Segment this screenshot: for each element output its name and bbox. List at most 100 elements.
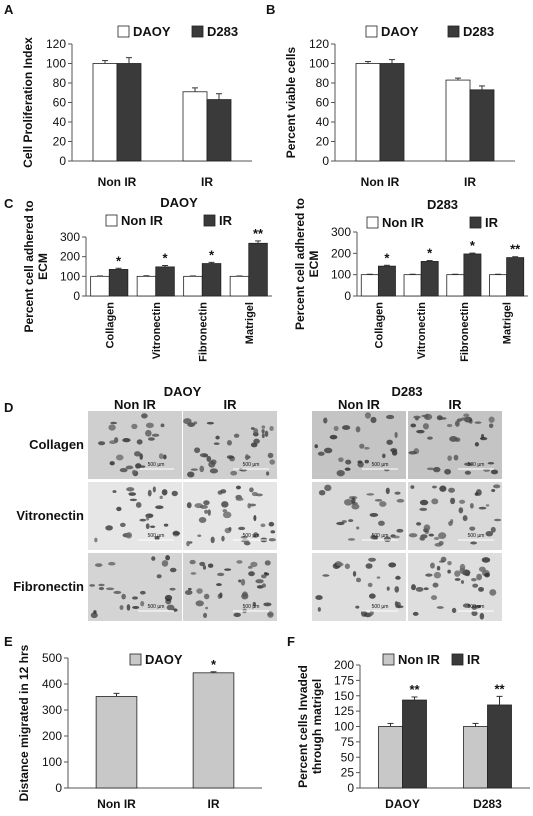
- cell-blob: [197, 534, 202, 537]
- y-tick-label: 400: [42, 677, 62, 691]
- scale-bar-label: 500 µm: [372, 462, 389, 468]
- cell-blob: [493, 484, 501, 489]
- cell-blob: [386, 414, 395, 420]
- significance-mark: **: [510, 242, 521, 257]
- cell-blob: [475, 605, 482, 608]
- cell-blob: [122, 437, 131, 443]
- cell-blob: [419, 507, 428, 512]
- cell-blob: [411, 584, 416, 591]
- cell-blob: [470, 541, 477, 545]
- cell-blob: [110, 421, 118, 425]
- micrograph-column-label: Non IR: [114, 397, 156, 412]
- cell-blob: [253, 514, 257, 522]
- cell-blob: [132, 605, 140, 609]
- cell-blob: [323, 447, 333, 454]
- y-tick-label: 175: [334, 673, 354, 687]
- cell-blob: [459, 563, 466, 571]
- cell-blob: [344, 467, 351, 471]
- legend-swatch: [451, 653, 464, 666]
- cell-blob: [390, 448, 398, 453]
- cell-blob: [105, 525, 113, 531]
- cell-blob: [458, 507, 464, 514]
- cell-blob: [471, 610, 478, 616]
- cell-blob: [199, 453, 209, 458]
- cell-blob: [242, 591, 248, 597]
- bar-ir: [201, 263, 222, 297]
- micrograph-group-d283: D283 Non IR IR 500 µm 500 µm 500 µm 500 µm 500 …: [312, 384, 502, 621]
- cell-blob: [116, 506, 122, 512]
- cell-blob: [427, 436, 433, 440]
- cell-blob: [324, 484, 332, 492]
- cell-blob: [355, 605, 360, 609]
- cell-blob: [131, 469, 137, 475]
- cell-blob: [359, 443, 365, 449]
- cell-blob: [355, 577, 362, 583]
- cell-blob: [329, 434, 338, 440]
- category-label: Non IR: [98, 175, 137, 189]
- panel-letter-b: B: [266, 2, 275, 17]
- micrograph-panel-d: DAOY Non IR IR 500 µm 500 µm 500 µm 500 µm 500 …: [13, 384, 502, 621]
- cell-blob: [317, 451, 325, 456]
- cell-blob: [451, 607, 457, 613]
- cell-blob: [169, 587, 176, 591]
- bar-non-ir: [446, 274, 465, 297]
- y-axis-label-line: ECM: [307, 251, 321, 278]
- cell-blob: [347, 538, 356, 541]
- cell-blob: [207, 509, 211, 516]
- legend-label: IR: [219, 213, 233, 228]
- cell-blob: [233, 612, 241, 617]
- micrograph-image: 500 µm: [312, 553, 406, 621]
- cell-blob: [171, 490, 178, 497]
- cell-blob: [172, 531, 181, 536]
- legend-label: DAOY: [145, 652, 183, 667]
- legend-swatch: [382, 653, 395, 666]
- y-axis-label-line: Percent cells Invaded: [296, 665, 310, 788]
- bar-non-ir: [229, 275, 250, 297]
- cell-blob: [485, 530, 494, 537]
- bar-ir: [402, 699, 427, 789]
- significance-mark: *: [427, 246, 433, 261]
- y-axis-label-line: Percent cell adhered to: [22, 200, 36, 332]
- significance-mark: *: [163, 251, 169, 266]
- cell-blob: [462, 603, 471, 608]
- cell-blob: [454, 578, 461, 581]
- y-tick-label: 75: [341, 735, 355, 749]
- cell-blob: [395, 605, 404, 609]
- cell-blob: [244, 454, 250, 461]
- cell-blob: [164, 594, 173, 602]
- cell-blob: [169, 567, 177, 573]
- bar-non-ir: [360, 274, 379, 297]
- cell-blob: [221, 535, 225, 542]
- bar-non-ir: [183, 275, 203, 297]
- y-tick-label: 100: [60, 269, 80, 283]
- cell-blob: [366, 493, 375, 496]
- cell-blob: [370, 416, 377, 424]
- cell-blob: [240, 538, 250, 543]
- panel-letter-a: A: [4, 2, 14, 17]
- bar-ir: [463, 253, 482, 297]
- legend-swatch: [105, 214, 118, 227]
- cell-blob: [434, 542, 443, 547]
- cell-blob: [266, 471, 270, 476]
- chart-c1: DAOY 0 100 200 300 Percent cell adhered to ECM…: [22, 195, 272, 362]
- y-axis-label-line: through matrigel: [310, 679, 324, 774]
- cell-blob: [264, 430, 269, 437]
- cell-blob: [267, 452, 274, 459]
- y-tick-label: 20: [53, 135, 67, 149]
- y-tick-label: 200: [42, 729, 62, 743]
- cell-blob: [448, 487, 455, 493]
- cell-blob: [256, 585, 264, 589]
- cell-blob: [252, 532, 259, 538]
- cell-blob: [233, 433, 240, 438]
- cell-blob: [93, 610, 97, 614]
- cell-blob: [450, 497, 456, 505]
- cell-blob: [208, 461, 216, 468]
- y-tick-label: 0: [55, 781, 62, 795]
- cell-blob: [139, 518, 147, 522]
- cell-blob: [364, 412, 371, 419]
- cell-blob: [444, 468, 452, 475]
- scale-bar-label: 500 µm: [372, 533, 389, 539]
- cell-blob: [416, 522, 422, 526]
- cell-blob: [351, 503, 360, 510]
- micrograph-image: 500 µm: [408, 553, 502, 621]
